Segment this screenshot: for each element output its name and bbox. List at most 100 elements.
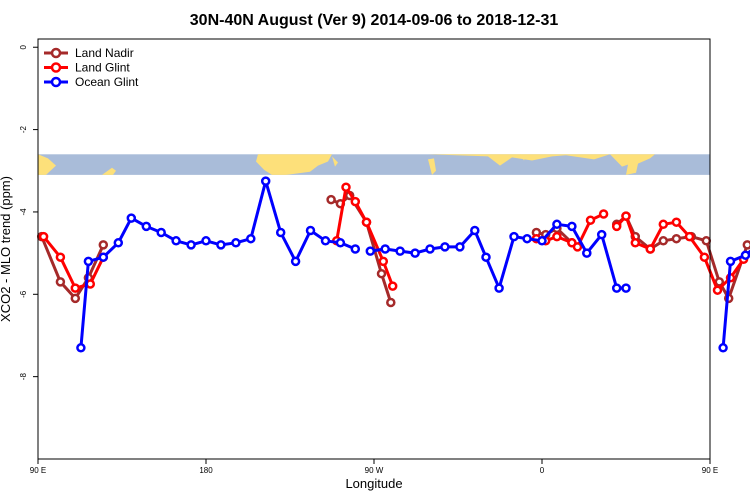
- x-tick-label-4: 90 E: [702, 466, 718, 475]
- land-glint-point: [38, 231, 49, 242]
- ocean-glint-point: [186, 240, 196, 250]
- legend-marker-land-nadir: [50, 47, 62, 59]
- x-tick-label-3: 0: [540, 466, 545, 475]
- ocean-glint-point: [552, 219, 562, 230]
- y-tick-label-1: -2: [19, 125, 28, 133]
- land-glint-point: [350, 196, 361, 207]
- land-glint-point: [585, 215, 596, 225]
- ocean-glint-point: [440, 242, 450, 252]
- ocean-glint-point: [582, 248, 592, 258]
- ocean-glint-point: [83, 256, 94, 267]
- map-land-1: [102, 167, 116, 175]
- ocean-glint-point: [320, 236, 331, 246]
- ocean-glint-point: [98, 252, 109, 262]
- ocean-glint-point: [246, 233, 256, 244]
- y-axis: 0 -2 -4 -6 -8: [19, 44, 38, 380]
- map-land-2: [256, 154, 332, 175]
- ocean-glint-point: [621, 283, 631, 293]
- land-nadir-point: [671, 233, 682, 244]
- ocean-glint-line-0: [79, 179, 356, 348]
- y-tick-label-2: -4: [19, 208, 28, 216]
- land-glint-line-3: [615, 214, 745, 292]
- land-glint-point: [387, 281, 398, 291]
- ocean-glint-point: [481, 252, 491, 262]
- legend-label-land-glint: Land Glint: [75, 61, 130, 75]
- y-tick-label-0: 0: [19, 44, 28, 49]
- ocean-glint-point: [216, 240, 226, 250]
- map-land-4: [428, 154, 655, 175]
- ocean-glint-point: [537, 236, 547, 246]
- land-glint-point: [55, 252, 66, 262]
- plot-frame: [37, 38, 711, 460]
- land-nadir-point: [701, 236, 712, 246]
- ocean-glint-point: [410, 248, 420, 258]
- land-nadir-point: [386, 297, 396, 308]
- ocean-glint-point: [567, 221, 577, 232]
- series-land-glint: [38, 182, 749, 295]
- ocean-glint-point: [290, 256, 301, 267]
- world-map-strip: [38, 154, 710, 175]
- land-glint-point: [341, 182, 351, 192]
- x-axis-label: Longitude: [345, 476, 402, 491]
- land-glint-point: [712, 285, 723, 295]
- land-nadir-point: [376, 268, 387, 279]
- ocean-glint-point: [522, 233, 532, 244]
- legend-marker-land-glint: [50, 62, 62, 73]
- x-tick-label-2: 90 W: [365, 466, 384, 475]
- chart-title: 30N-40N August (Ver 9) 2014-09-06 to 201…: [190, 12, 559, 29]
- ocean-glint-point: [335, 238, 346, 248]
- x-tick-label-1: 180: [199, 466, 213, 475]
- land-nadir-point: [98, 240, 109, 250]
- ocean-glint-point: [395, 246, 405, 256]
- ocean-glint-point: [231, 238, 241, 248]
- ocean-glint-point: [156, 227, 166, 238]
- y-tick-label-4: -8: [19, 373, 28, 381]
- map-land-5: [428, 158, 436, 175]
- land-glint-point: [361, 217, 372, 227]
- map-ocean: [38, 154, 710, 175]
- ocean-glint-point: [171, 236, 181, 246]
- ocean-glint-point: [470, 225, 480, 236]
- ocean-glint-point: [380, 244, 390, 254]
- map-land-0: [38, 154, 56, 175]
- land-glint-point: [70, 283, 81, 293]
- land-nadir-point: [55, 277, 66, 287]
- land-glint-point: [611, 221, 622, 232]
- ocean-glint-point: [275, 227, 286, 238]
- ocean-glint-point: [509, 231, 519, 242]
- land-nadir-point: [70, 293, 81, 304]
- ocean-glint-point: [305, 225, 316, 236]
- land-glint-point: [378, 256, 389, 267]
- land-glint-point: [658, 219, 669, 230]
- series-layer: [36, 176, 750, 353]
- land-glint-point: [684, 231, 695, 242]
- ocean-glint-point: [365, 246, 376, 256]
- y-axis-label: XCO2 - MLO trend (ppm): [0, 176, 13, 322]
- land-glint-point: [572, 242, 583, 252]
- ocean-glint-point: [76, 343, 86, 353]
- ocean-glint-point: [596, 229, 607, 240]
- land-nadir-point: [742, 240, 750, 250]
- ocean-glint-point: [725, 256, 736, 267]
- ocean-glint-point: [494, 283, 504, 293]
- x-axis: 90 E 180 90 W 0 90 E: [30, 459, 718, 475]
- land-glint-point: [621, 211, 631, 221]
- land-glint-point: [630, 238, 641, 248]
- land-glint-point: [598, 209, 609, 219]
- legend-label-land-nadir: Land Nadir: [75, 46, 134, 60]
- ocean-glint-point: [740, 250, 750, 260]
- ocean-glint-point: [718, 343, 728, 353]
- ocean-glint-point: [455, 242, 465, 252]
- map-land-6: [520, 154, 526, 161]
- ocean-glint-point: [425, 244, 435, 254]
- legend-marker-ocean-glint: [50, 76, 62, 88]
- map-land-3: [332, 156, 338, 167]
- ocean-glint-point: [260, 176, 271, 186]
- series-ocean-glint: [76, 176, 750, 353]
- legend-label-ocean-glint: Ocean Glint: [75, 75, 139, 89]
- land-glint-point: [552, 231, 562, 242]
- ocean-glint-point: [350, 244, 361, 254]
- land-glint-point: [699, 252, 710, 262]
